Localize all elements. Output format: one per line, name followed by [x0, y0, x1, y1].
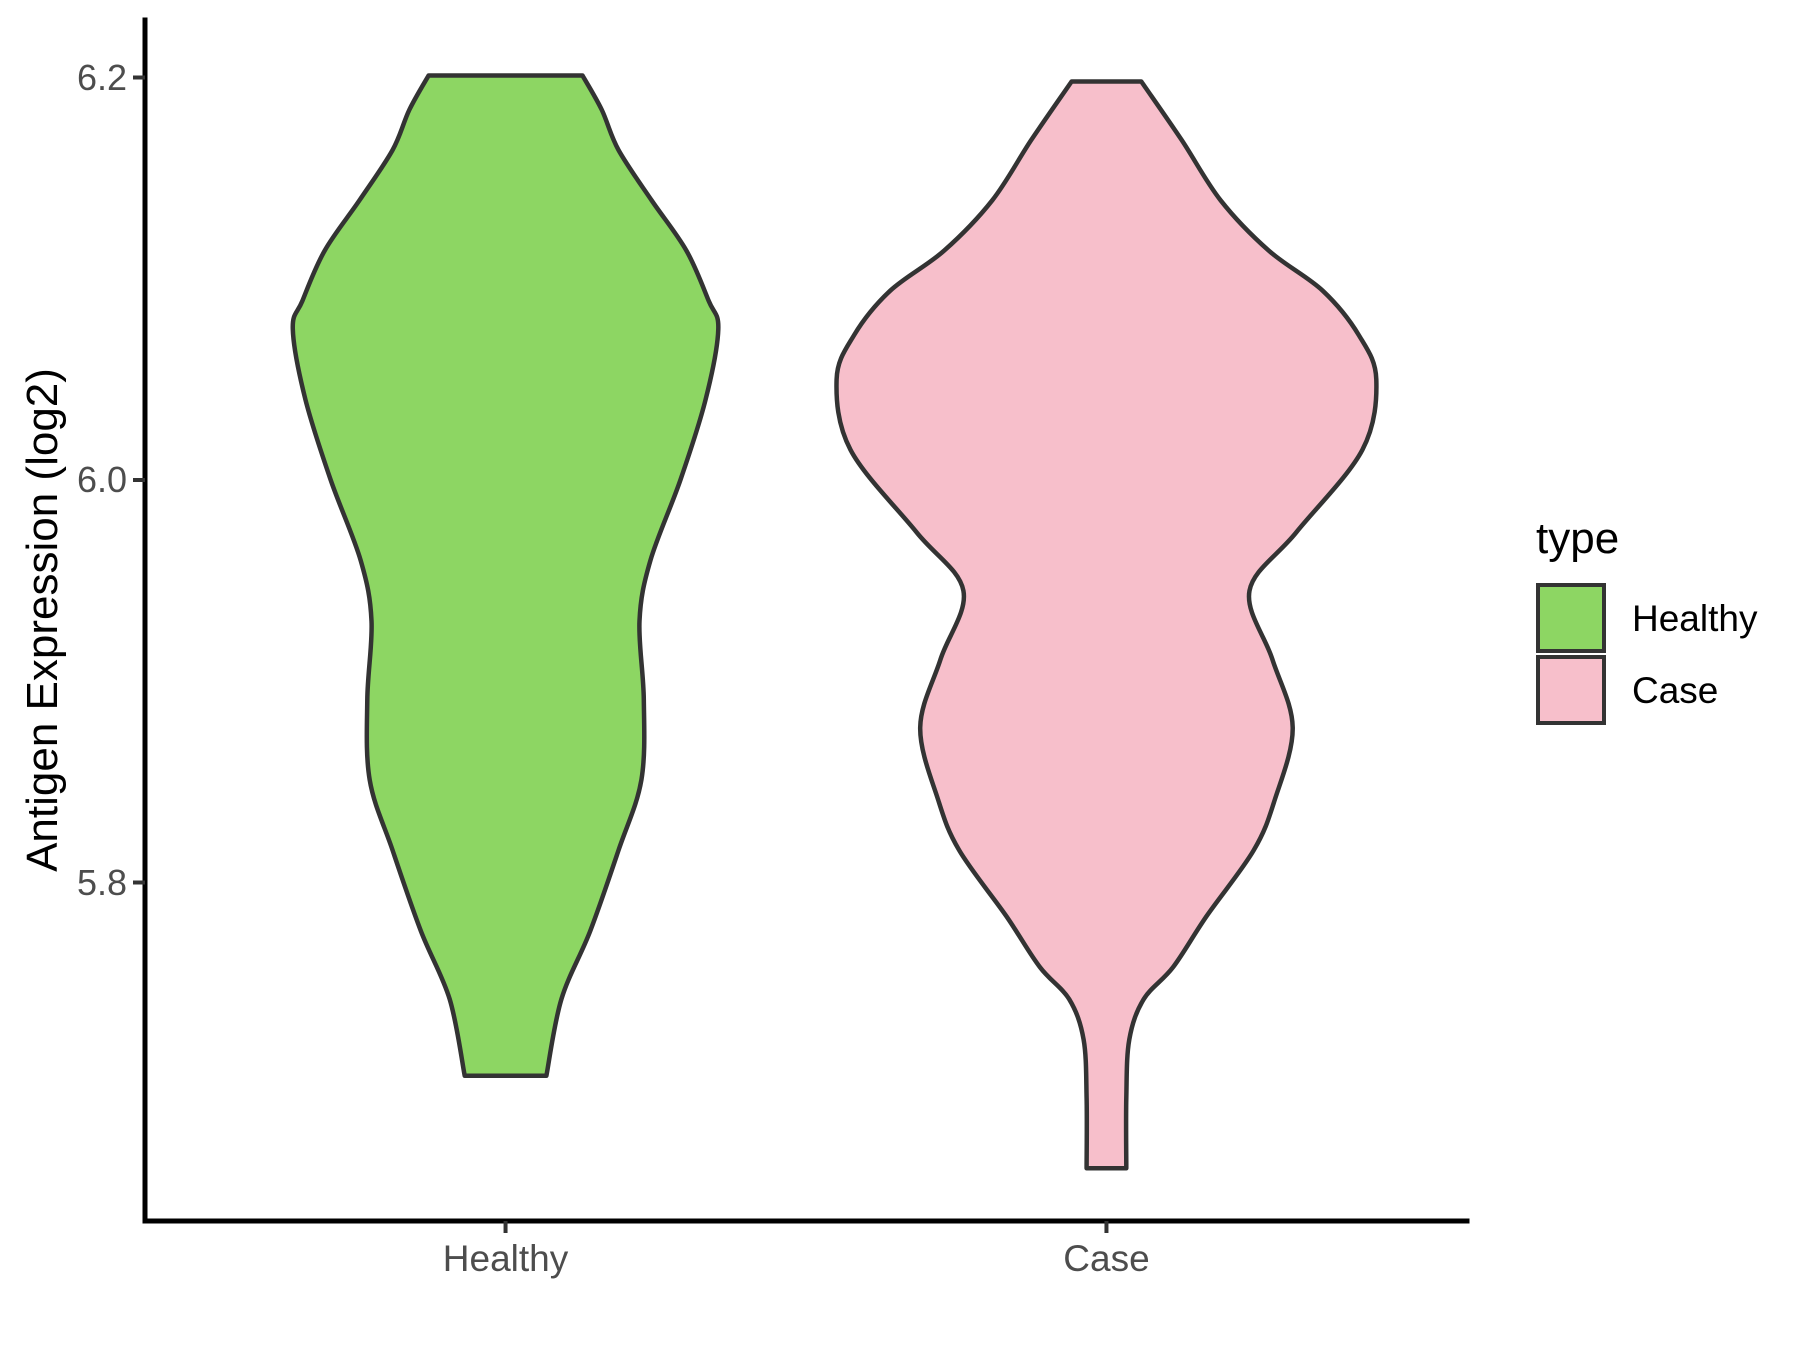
y-axis-ticks	[133, 75, 145, 885]
violin-healthy	[290, 73, 721, 1078]
legend-swatch-healthy	[1536, 583, 1606, 653]
legend-item-healthy: Healthy	[1536, 583, 1757, 653]
y-tick-label-6-2: 6.2	[76, 56, 127, 98]
legend-item-case: Case	[1536, 655, 1757, 725]
legend-title: type	[1536, 514, 1620, 563]
violins-group	[290, 73, 1379, 1171]
legend-swatch-case	[1536, 655, 1606, 725]
y-tick-label-6-0: 6.0	[76, 459, 127, 500]
legend-label-healthy: Healthy	[1632, 597, 1758, 639]
x-axis-ticks	[503, 1221, 1109, 1233]
x-tick-label-case: Case	[1063, 1238, 1150, 1279]
y-axis-title: Antigen Expression (log2)	[18, 368, 67, 872]
violin-case	[834, 79, 1379, 1171]
y-tick-label-5-8: 5.8	[76, 861, 127, 903]
legend-label-case: Case	[1632, 669, 1719, 711]
legend: type Healthy Case	[1536, 517, 1757, 727]
x-tick-label-healthy: Healthy	[442, 1238, 569, 1279]
